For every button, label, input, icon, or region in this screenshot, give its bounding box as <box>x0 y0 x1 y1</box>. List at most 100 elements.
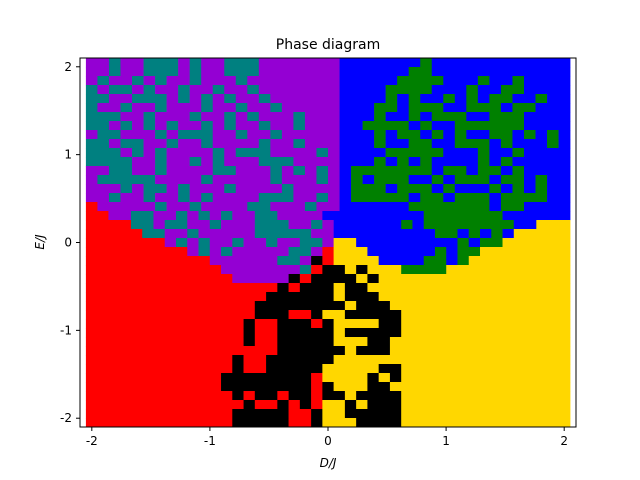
heatmap-cell <box>224 67 260 77</box>
heatmap-cell <box>333 256 379 266</box>
heatmap-cell <box>385 112 409 122</box>
heatmap-cell <box>212 85 225 95</box>
heatmap-cell <box>258 139 271 149</box>
heatmap-cell <box>523 175 536 185</box>
heatmap-cell <box>431 85 467 95</box>
heatmap-cell <box>142 229 166 239</box>
heatmap-cell <box>293 139 306 149</box>
heatmap-cell <box>108 166 133 176</box>
heatmap-cell <box>408 94 421 104</box>
heatmap-cell <box>166 103 202 113</box>
heatmap-cell <box>389 373 402 383</box>
heatmap-cell <box>443 175 456 185</box>
heatmap-cell <box>130 220 154 230</box>
heatmap-cell <box>85 346 278 356</box>
heatmap-cell <box>189 184 225 194</box>
x-axis-title: D/J <box>320 456 337 470</box>
heatmap-cell <box>523 202 571 212</box>
heatmap-cell <box>311 418 323 428</box>
heatmap-cell <box>333 355 571 365</box>
chart-title: Phase diagram <box>276 37 380 53</box>
heatmap-cell <box>85 157 133 167</box>
heatmap-cell <box>523 85 571 95</box>
heatmap-cell <box>351 166 433 176</box>
heatmap-cell <box>85 274 233 284</box>
heatmap-cell <box>374 157 386 167</box>
heatmap-cell <box>389 346 571 356</box>
heatmap-cell <box>178 121 202 131</box>
heatmap-cell <box>344 310 402 320</box>
heatmap-cell <box>277 400 289 410</box>
heatmap-cell <box>420 112 433 122</box>
heatmap-cell <box>232 238 244 248</box>
heatmap-cell <box>85 94 110 104</box>
heatmap-cell <box>454 139 490 149</box>
heatmap-cell <box>356 346 391 356</box>
heatmap-cell <box>108 121 121 131</box>
heatmap-cell <box>212 94 225 104</box>
heatmap-cell <box>322 409 346 419</box>
heatmap-cell <box>85 364 233 374</box>
heatmap-cell <box>367 373 379 383</box>
heatmap-cell <box>143 193 156 203</box>
heatmap-cell <box>512 76 525 86</box>
heatmap-cell <box>477 76 490 86</box>
heatmap-cell <box>85 391 233 401</box>
heatmap-cell <box>132 103 156 113</box>
heatmap-cell <box>97 202 156 212</box>
heatmap-cell <box>166 139 179 149</box>
heatmap-cell <box>397 130 421 140</box>
heatmap-cell <box>466 103 502 113</box>
heatmap-cell <box>339 202 409 212</box>
heatmap-cell <box>500 157 513 167</box>
heatmap-cell <box>408 193 421 203</box>
heatmap-cell <box>356 274 368 284</box>
heatmap-cell <box>489 184 502 194</box>
heatmap-cell <box>201 157 214 167</box>
heatmap-cell <box>480 229 492 239</box>
x-tick-label: 1 <box>442 434 450 448</box>
heatmap-cell <box>293 184 340 194</box>
heatmap-cell <box>344 346 357 356</box>
heatmap-cell <box>339 157 375 167</box>
heatmap-cell <box>288 391 312 401</box>
heatmap-cell <box>277 391 289 401</box>
heatmap-cell <box>322 211 425 221</box>
x-axis: -2 -1 0 1 2 <box>86 427 568 448</box>
heatmap-cell <box>166 94 179 104</box>
heatmap-cell <box>351 175 363 185</box>
heatmap-cell <box>288 274 301 284</box>
heatmap-cell <box>523 184 536 194</box>
heatmap-cell <box>258 94 271 104</box>
y-tick-label: 2 <box>64 60 72 74</box>
heatmap-cell <box>143 121 156 131</box>
heatmap-cell <box>266 238 278 248</box>
heatmap-cell <box>178 139 202 149</box>
heatmap-cell <box>311 400 323 410</box>
heatmap-cell <box>311 220 323 230</box>
heatmap-cell <box>401 328 571 338</box>
heatmap-cell <box>401 418 571 428</box>
heatmap-cell <box>254 229 312 239</box>
x-tick-label: 0 <box>324 434 332 448</box>
heatmap-cell <box>489 76 513 86</box>
heatmap-cell <box>120 184 133 194</box>
heatmap-cell <box>535 184 548 194</box>
heatmap-cell <box>328 166 340 176</box>
heatmap-cell <box>288 283 301 293</box>
heatmap-cell <box>489 175 502 185</box>
heatmap-cell <box>281 130 340 140</box>
heatmap-cell <box>316 148 329 158</box>
heatmap-cell <box>243 238 267 248</box>
heatmap-cell <box>468 238 481 248</box>
heatmap-cell <box>85 256 211 266</box>
heatmap-cell <box>385 157 398 167</box>
heatmap-cell <box>178 193 190 203</box>
heatmap-cell <box>477 94 490 104</box>
heatmap-cell <box>288 418 312 428</box>
heatmap-cell <box>322 220 334 230</box>
heatmap-cell <box>166 184 179 194</box>
heatmap-cell <box>212 130 237 140</box>
heatmap-cell <box>304 121 340 131</box>
heatmap-cell <box>311 310 323 320</box>
